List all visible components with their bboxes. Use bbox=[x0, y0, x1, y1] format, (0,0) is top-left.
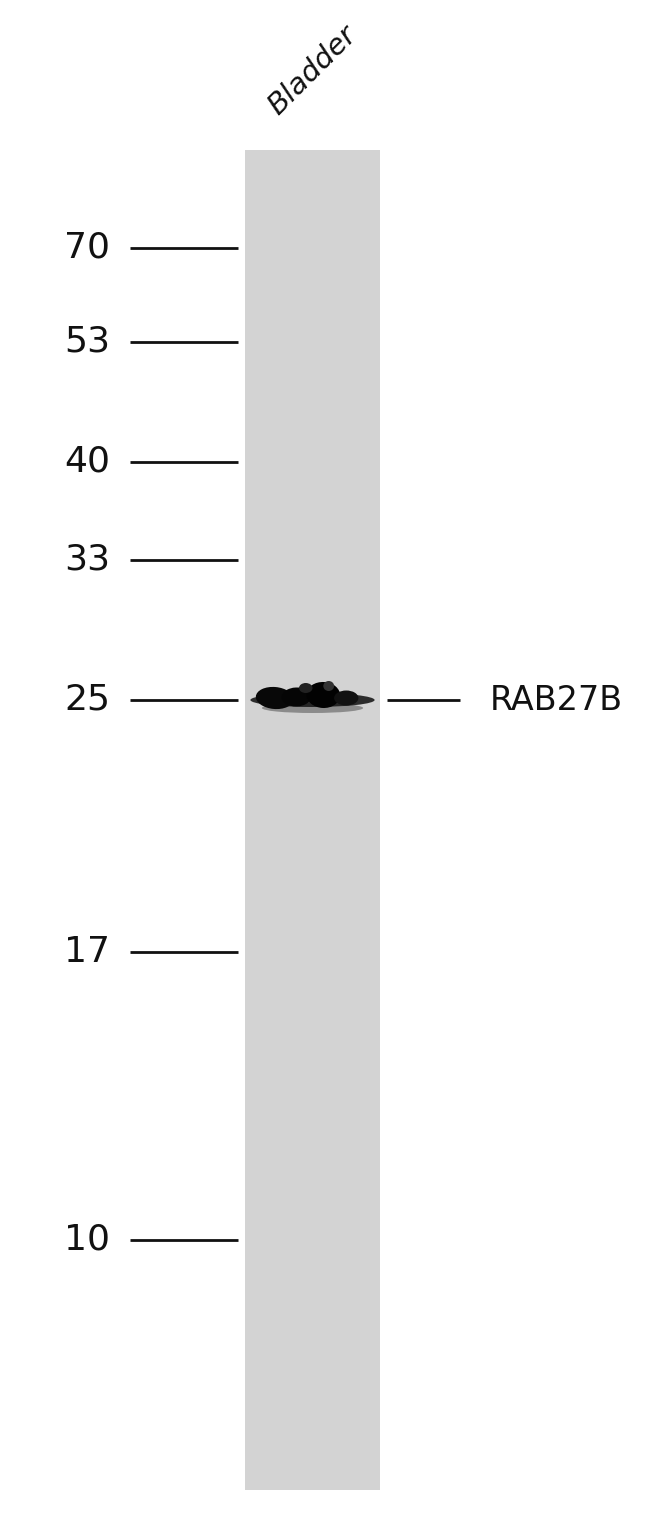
Ellipse shape bbox=[299, 682, 313, 693]
Text: Bladder: Bladder bbox=[262, 20, 362, 120]
Text: RAB27B: RAB27B bbox=[490, 684, 623, 716]
Ellipse shape bbox=[256, 687, 294, 709]
Ellipse shape bbox=[250, 693, 374, 707]
Text: 70: 70 bbox=[64, 231, 110, 264]
Text: 17: 17 bbox=[64, 934, 110, 968]
Text: 53: 53 bbox=[64, 324, 110, 360]
Bar bbox=[245, 151, 380, 1489]
Text: 10: 10 bbox=[64, 1223, 110, 1257]
Ellipse shape bbox=[262, 702, 363, 713]
Ellipse shape bbox=[334, 690, 358, 705]
Text: 40: 40 bbox=[64, 446, 110, 480]
Ellipse shape bbox=[323, 681, 334, 692]
Ellipse shape bbox=[306, 682, 340, 709]
Ellipse shape bbox=[281, 687, 311, 707]
Text: 33: 33 bbox=[64, 543, 110, 576]
Text: 25: 25 bbox=[64, 682, 110, 716]
